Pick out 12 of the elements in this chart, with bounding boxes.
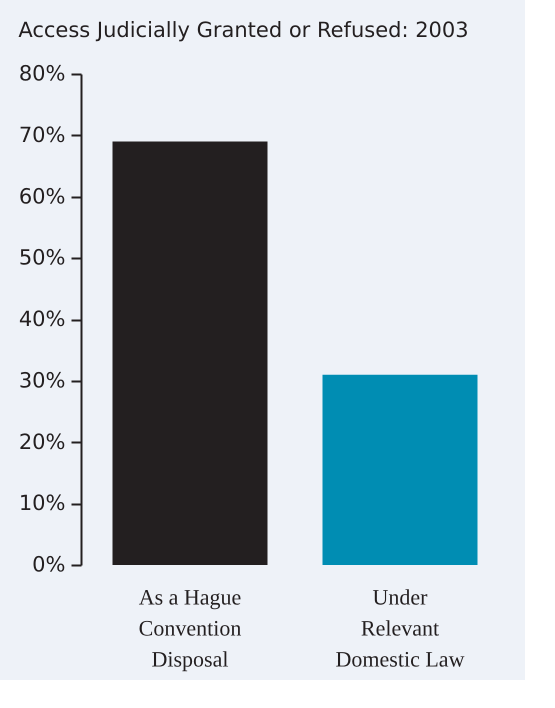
x-tick-label: Under Relevant Domestic Law <box>336 584 465 672</box>
y-tick-label: 60% <box>18 184 66 208</box>
y-tick-label: 40% <box>18 307 66 331</box>
y-tick-label: 80% <box>18 62 66 86</box>
y-tick-label: 10% <box>18 491 66 516</box>
y-tick-label: 70% <box>18 122 66 147</box>
y-tick-label: 30% <box>18 368 66 392</box>
x-tick-label: As a Hague Convention Disposal <box>138 584 242 672</box>
y-tick-label: 50% <box>18 246 66 270</box>
chart-title: Access Judicially Granted or Refused: 2003 <box>18 18 469 42</box>
y-tick-label: 0% <box>32 552 66 576</box>
y-tick-label: 20% <box>18 430 66 454</box>
